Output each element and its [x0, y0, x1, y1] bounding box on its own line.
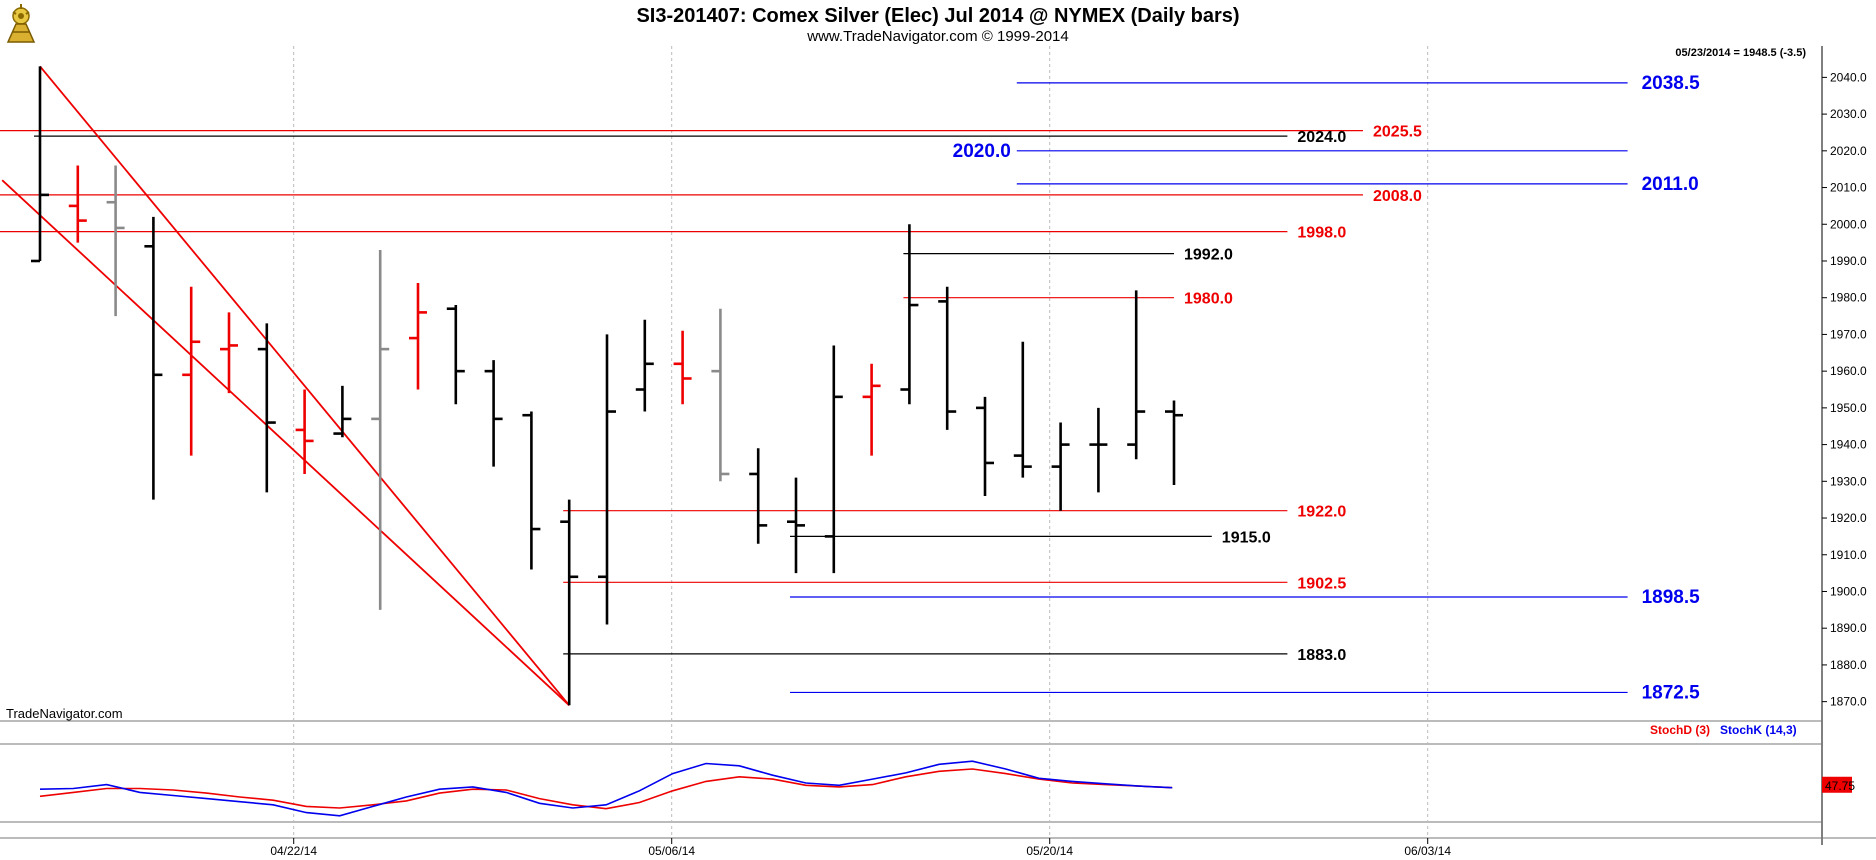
ohlc-bar: [484, 360, 503, 467]
level-label: 2024.0: [1297, 129, 1346, 146]
y-tick-label: 2010.0: [1830, 181, 1867, 195]
ohlc-bar: [976, 396, 994, 496]
level-label: 1902.5: [1297, 575, 1346, 592]
stochk-legend: StochK (14,3): [1720, 723, 1797, 737]
ohlc-bar: [1013, 341, 1032, 478]
ohlc-bar: [257, 323, 276, 493]
level-label: 1883.0: [1297, 647, 1346, 664]
ohlc-bar: [31, 66, 49, 263]
x-tick-label: 05/20/14: [1026, 844, 1073, 858]
ohlc-bar: [938, 286, 957, 430]
y-tick-label: 1910.0: [1830, 548, 1867, 562]
y-tick-label: 1980.0: [1830, 291, 1867, 305]
ohlc-bar: [787, 477, 805, 574]
y-tick-label: 1870.0: [1830, 695, 1867, 709]
level-label: 1980.0: [1184, 291, 1233, 308]
ohlc-bar: [749, 448, 768, 544]
level-label: 2020.0: [953, 141, 1011, 162]
ohlc-bar: [673, 330, 692, 405]
ohlc-bar: [182, 286, 201, 456]
ohlc-bar: [1051, 422, 1070, 511]
watermark-label: TradeNavigator.com: [6, 706, 123, 721]
ohlc-bar: [1127, 290, 1146, 460]
chart-title: SI3-201407: Comex Silver (Elec) Jul 2014…: [636, 5, 1239, 27]
compass-logo-icon: [2, 2, 40, 44]
last-quote-label: 05/23/2014 = 1948.5 (-3.5): [1675, 47, 1806, 59]
y-tick-label: 2030.0: [1830, 107, 1867, 121]
ohlc-bar: [824, 345, 843, 574]
level-label: 2011.0: [1642, 174, 1699, 195]
level-label: 1915.0: [1222, 529, 1271, 546]
ohlc-bar: [900, 224, 919, 405]
stochd-legend: StochD (3): [1650, 723, 1710, 737]
ohlc-bar: [522, 411, 541, 570]
ohlc-bar: [144, 216, 163, 500]
level-label: 1992.0: [1184, 247, 1233, 264]
y-tick-label: 2040.0: [1830, 70, 1867, 84]
current-value-badge: [1822, 776, 1852, 793]
ohlc-bar: [1089, 407, 1108, 493]
level-label: 1998.0: [1297, 225, 1346, 242]
y-tick-label: 1960.0: [1830, 364, 1867, 378]
level-label: 2038.5: [1642, 73, 1701, 94]
ohlc-bar: [333, 385, 352, 438]
y-tick-label: 1930.0: [1830, 474, 1867, 488]
level-label: 1898.5: [1642, 587, 1701, 608]
chart-subtitle: www.TradeNavigator.com © 1999-2014: [806, 28, 1068, 45]
level-label: 1922.0: [1297, 504, 1346, 521]
level-label: 2025.5: [1373, 124, 1422, 141]
ohlc-bar: [106, 165, 125, 317]
y-tick-label: 1880.0: [1830, 658, 1867, 672]
stochd-line: [39, 768, 1173, 810]
ohlc-bar: [295, 389, 314, 474]
x-tick-label: 04/22/14: [270, 844, 317, 858]
ohlc-bar: [560, 499, 579, 706]
ohlc-bar: [1165, 400, 1183, 485]
trend-line: [39, 65, 570, 706]
y-tick-label: 1950.0: [1830, 401, 1867, 415]
stochk-line: [39, 760, 1173, 817]
ohlc-bar: [711, 308, 730, 482]
y-tick-label: 1920.0: [1830, 511, 1867, 525]
ohlc-bar: [446, 305, 465, 405]
ohlc-bar: [220, 312, 238, 394]
current-value-label: 47.75: [1825, 779, 1855, 793]
y-tick-label: 2000.0: [1830, 217, 1867, 231]
trend-line: [1, 179, 570, 706]
level-label: 2008.0: [1373, 188, 1422, 205]
y-tick-label: 1990.0: [1830, 254, 1867, 268]
level-label: 1872.5: [1642, 682, 1701, 703]
x-tick-label: 05/06/14: [648, 844, 695, 858]
y-tick-label: 1940.0: [1830, 438, 1867, 452]
ohlc-bar: [635, 319, 654, 412]
ohlc-bar: [68, 165, 87, 243]
y-tick-label: 2020.0: [1830, 144, 1867, 158]
x-tick-label: 06/03/14: [1404, 844, 1451, 858]
y-tick-label: 1890.0: [1830, 621, 1867, 635]
ohlc-bar: [371, 249, 390, 610]
ohlc-bar: [409, 283, 427, 390]
y-tick-label: 1900.0: [1830, 584, 1867, 598]
ohlc-bar: [862, 363, 881, 456]
price-panel: [0, 46, 1822, 722]
ohlc-bar: [598, 334, 616, 625]
y-tick-label: 1970.0: [1830, 327, 1867, 341]
